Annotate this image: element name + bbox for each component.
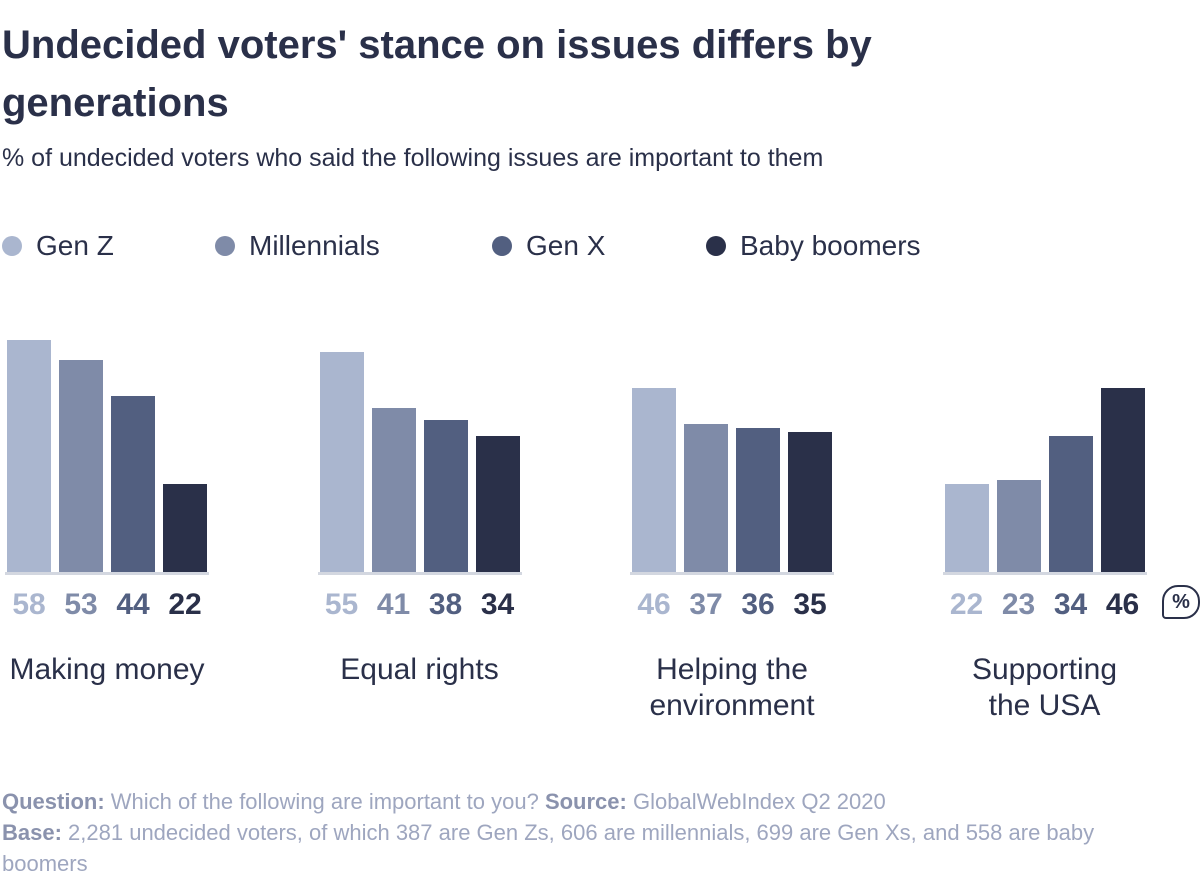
bar	[319, 352, 364, 572]
bar	[996, 480, 1041, 572]
x-tick-label: Making money	[9, 653, 205, 686]
value-label: 53	[64, 588, 98, 621]
baseline	[5, 572, 209, 575]
footer: Question: Which of the following are imp…	[2, 786, 1162, 879]
value-label: 22	[168, 588, 202, 621]
value-label: 38	[428, 588, 463, 621]
legend-item: Baby boomers	[706, 230, 921, 262]
bar	[1100, 388, 1145, 572]
bar	[111, 396, 155, 572]
legend-item: Gen Z	[2, 230, 114, 262]
bar	[736, 428, 780, 572]
baseline	[630, 572, 834, 575]
bar	[423, 420, 468, 572]
baseline	[317, 572, 522, 575]
bar	[944, 484, 989, 572]
legend-marker	[492, 236, 512, 256]
bar	[371, 408, 416, 572]
value-label: 22	[949, 588, 984, 621]
value-label: 23	[1001, 588, 1036, 621]
legend-marker	[2, 236, 22, 256]
legend-label: Millennials	[249, 230, 380, 261]
bar	[59, 360, 103, 572]
x-tick-label: Helping the environment	[649, 653, 815, 722]
bar	[163, 484, 207, 572]
value-label: 58	[12, 588, 46, 621]
value-label: 44	[116, 588, 150, 621]
x-tick-label: Equal rights	[340, 653, 499, 686]
footer-label: Base:	[2, 820, 62, 845]
value-label: 46	[1105, 588, 1140, 621]
chart-subtitle: % of undecided voters who said the follo…	[2, 144, 824, 172]
legend-marker	[706, 236, 726, 256]
legend-label: Gen Z	[36, 230, 114, 261]
baseline	[942, 572, 1147, 575]
value-label: 46	[637, 588, 671, 621]
footer-text: 2,281 undecided voters, of which 387 are…	[2, 820, 1095, 876]
legend-item: Gen X	[492, 230, 605, 262]
unit-badge: %	[1162, 585, 1200, 619]
footer-label: Question:	[2, 789, 105, 814]
footer-text: GlobalWebIndex Q2 2020	[632, 789, 886, 814]
value-label: 41	[376, 588, 411, 621]
legend-label: Baby boomers	[740, 230, 921, 261]
x-tick-label: Supporting the USA	[971, 653, 1118, 722]
value-label: 37	[689, 588, 723, 621]
value-label: 36	[741, 588, 775, 621]
bar	[1048, 436, 1093, 572]
footer-text: Which of the following are important to …	[110, 789, 539, 814]
bar	[632, 388, 676, 572]
legend-item: Millennials	[215, 230, 380, 262]
bar	[475, 436, 520, 572]
value-label: 34	[480, 588, 515, 621]
value-label: 55	[324, 588, 359, 621]
bar	[7, 340, 51, 572]
legend-label: Gen X	[526, 230, 606, 261]
value-label: 35	[793, 588, 827, 621]
legend-marker	[215, 236, 235, 256]
value-label: 34	[1053, 588, 1088, 621]
footer-label: Source:	[544, 789, 627, 814]
bar	[684, 424, 728, 572]
bar	[788, 432, 832, 572]
chart-title: Undecided voters' stance on issues diffe…	[2, 23, 872, 125]
